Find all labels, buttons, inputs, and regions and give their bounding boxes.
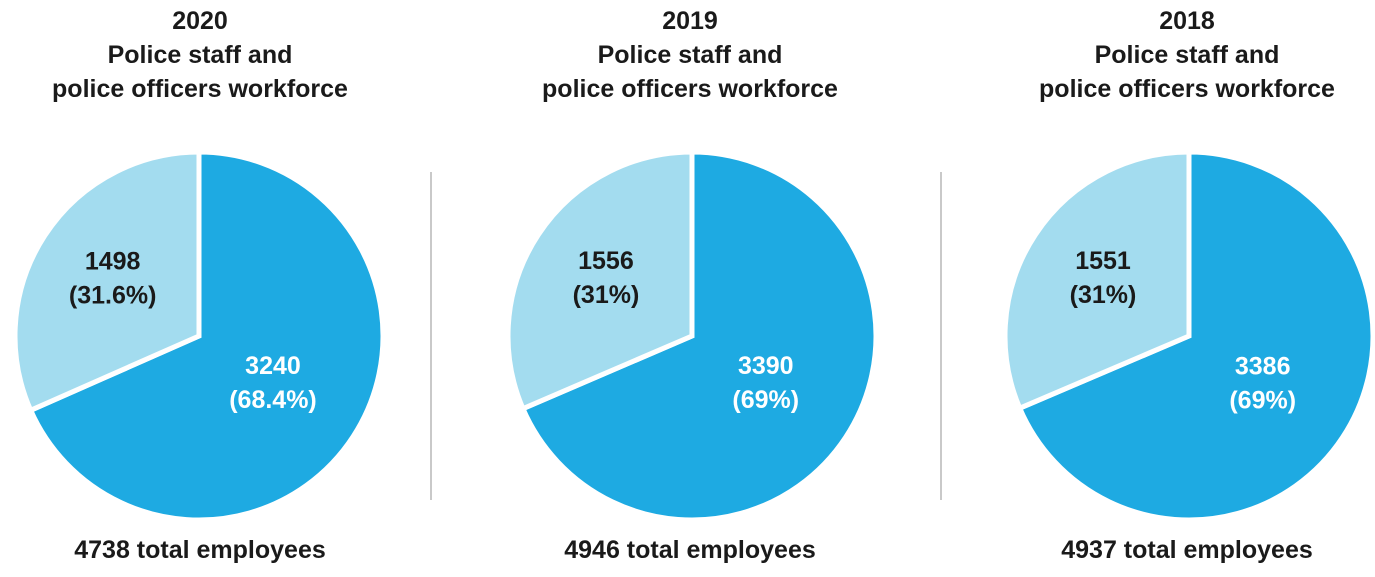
- panel-divider: [940, 172, 942, 500]
- pie-slice-staff: [12, 150, 202, 414]
- total-employees-label: 4946 total employees: [564, 536, 816, 564]
- pie-chart-2018: 3386 (69%) 1551 (31%): [1002, 150, 1375, 522]
- pie-slice-staff: [505, 150, 695, 412]
- chart-title-year: 2018: [1159, 7, 1215, 35]
- slice-percent-label: (31%): [573, 281, 640, 309]
- chart-panel-2018: 2018 Police staff and police officers wo…: [987, 0, 1375, 577]
- pie-slice-officers: [27, 150, 386, 522]
- chart-title-year: 2020: [172, 7, 228, 35]
- pie-slice-officers: [519, 150, 879, 522]
- slice-value-label: 1556: [578, 247, 634, 275]
- chart-title-line: Police staff and: [1094, 41, 1280, 69]
- slice-value-label: 1551: [1075, 247, 1131, 275]
- chart-title-line: Police staff and: [597, 41, 783, 69]
- panel-divider: [430, 172, 432, 500]
- slice-percent-label: (31%): [1070, 281, 1137, 309]
- chart-title-line: police officers workforce: [542, 75, 838, 103]
- slice-value-label: 3240: [245, 352, 301, 380]
- slice-percent-label: (69%): [732, 386, 799, 414]
- pie-slice-officers: [1016, 150, 1375, 522]
- slice-value-label: 3390: [738, 352, 794, 380]
- pie-chart-2019: 3390 (69%) 1556 (31%): [505, 150, 879, 522]
- chart-title-year: 2019: [662, 7, 718, 35]
- chart-title: 2020 Police staff and police officers wo…: [0, 4, 400, 106]
- slice-value-label: 1498: [85, 247, 141, 275]
- chart-panel-2019: 2019 Police staff and police officers wo…: [490, 0, 890, 577]
- pie-slice-staff: [1002, 150, 1192, 412]
- slice-percent-label: (69%): [1229, 386, 1296, 414]
- slice-percent-label: (68.4%): [229, 386, 317, 414]
- chart-panel-2020: 2020 Police staff and police officers wo…: [0, 0, 400, 577]
- chart-title: 2019 Police staff and police officers wo…: [490, 4, 890, 106]
- total-employees-label: 4937 total employees: [1061, 536, 1313, 564]
- chart-title-line: police officers workforce: [52, 75, 348, 103]
- chart-title: 2018 Police staff and police officers wo…: [987, 4, 1375, 106]
- slice-percent-label: (31.6%): [69, 281, 157, 309]
- slice-value-label: 3386: [1235, 352, 1291, 380]
- total-employees-label: 4738 total employees: [74, 536, 326, 564]
- chart-title-line: Police staff and: [107, 41, 293, 69]
- pie-chart-2020: 3240 (68.4%) 1498 (31.6%): [12, 150, 386, 522]
- chart-title-line: police officers workforce: [1039, 75, 1335, 103]
